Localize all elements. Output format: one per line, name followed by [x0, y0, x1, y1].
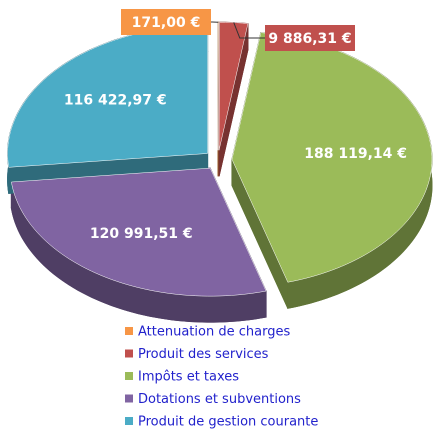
data-label: 116 422,97 €	[64, 92, 167, 108]
legend-label: Dotations et subventions	[138, 392, 301, 407]
data-label: 171,00 €	[132, 15, 201, 31]
label-box	[121, 9, 211, 35]
legend-label: Produit des services	[138, 347, 269, 362]
legend-label: Attenuation de charges	[138, 325, 290, 340]
data-label: 120 991,51 €	[90, 226, 193, 242]
label-box	[265, 25, 355, 51]
data-label: 9 886,31 €	[268, 31, 351, 47]
legend-swatch	[125, 394, 133, 403]
legend-label: Impôts et taxes	[138, 370, 239, 385]
legend-swatch	[125, 372, 133, 380]
legend-label: Produit de gestion courante	[138, 415, 318, 430]
leader-line	[233, 22, 268, 39]
legend-swatch	[125, 327, 133, 335]
data-label: 188 119,14 €	[304, 146, 407, 162]
slice	[231, 32, 433, 283]
legend-swatch	[125, 417, 133, 425]
slice	[11, 167, 267, 297]
legend-swatch	[125, 349, 133, 358]
